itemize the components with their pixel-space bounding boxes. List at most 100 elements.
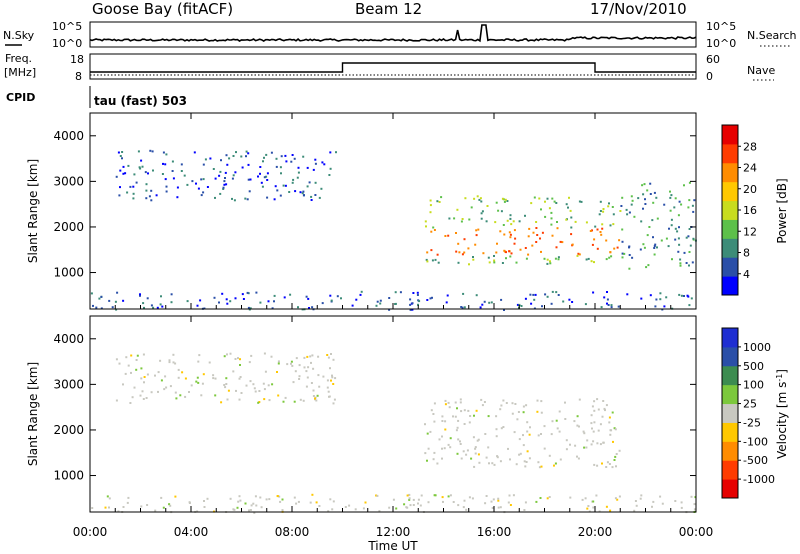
data-point <box>296 176 299 179</box>
data-point <box>503 200 506 203</box>
data-point <box>456 407 458 410</box>
data-point <box>456 426 459 429</box>
data-point <box>518 438 521 441</box>
data-point <box>515 261 518 264</box>
data-point <box>326 354 329 356</box>
colorbar-frame <box>721 327 739 499</box>
data-point <box>619 210 622 212</box>
data-point <box>188 501 191 504</box>
data-point <box>248 190 251 193</box>
data-point <box>639 497 642 500</box>
data-point <box>587 257 590 260</box>
data-point <box>197 187 200 190</box>
data-point <box>447 443 450 446</box>
colorbar-segment <box>722 403 738 423</box>
data-point <box>583 446 586 449</box>
data-point <box>268 498 271 501</box>
data-point <box>582 430 585 433</box>
data-point <box>463 306 466 309</box>
data-point <box>613 459 616 461</box>
data-point <box>406 494 409 497</box>
data-point <box>160 295 162 298</box>
nsearch-tick-top: 10^5 <box>706 20 736 33</box>
data-point <box>238 495 241 498</box>
y-tick-label: 3000 <box>53 174 84 188</box>
data-point <box>678 243 681 246</box>
data-point <box>245 150 248 153</box>
data-point <box>578 253 581 256</box>
data-point <box>463 238 466 241</box>
data-point <box>578 398 581 401</box>
nsearch-label: N.Search <box>747 29 797 42</box>
data-point <box>520 305 523 307</box>
data-point <box>310 199 313 201</box>
data-point <box>487 446 490 449</box>
data-point <box>246 291 249 294</box>
data-point <box>462 450 465 453</box>
data-point <box>457 438 460 441</box>
data-point <box>472 258 475 261</box>
data-point <box>691 204 694 207</box>
data-point <box>659 495 662 498</box>
data-point <box>197 360 200 363</box>
data-point <box>573 420 576 423</box>
data-point <box>447 401 450 404</box>
data-point <box>581 498 584 501</box>
colorbar-tick-label: -25 <box>743 416 761 429</box>
data-point <box>208 361 211 364</box>
data-point <box>612 440 614 443</box>
data-point <box>160 379 163 382</box>
data-point <box>464 197 467 200</box>
data-point <box>556 227 559 230</box>
data-point <box>172 177 175 180</box>
data-point <box>431 296 433 299</box>
data-point <box>660 239 663 242</box>
data-point <box>155 194 158 197</box>
data-point <box>143 381 145 384</box>
y-tick-label: 2000 <box>53 423 84 437</box>
data-point <box>497 209 500 212</box>
data-point <box>522 411 525 414</box>
data-point <box>197 381 200 384</box>
data-point <box>132 185 135 188</box>
data-point <box>457 242 460 245</box>
data-point <box>605 239 608 242</box>
data-point <box>652 201 655 204</box>
data-point <box>246 198 249 201</box>
data-point <box>670 224 673 227</box>
nave-tick-top: 60 <box>706 53 720 66</box>
data-point <box>331 374 333 377</box>
data-point <box>569 496 572 499</box>
data-point <box>305 295 308 298</box>
data-point <box>603 296 606 299</box>
data-point <box>472 436 475 439</box>
data-point <box>586 439 589 442</box>
data-point <box>457 419 460 422</box>
data-point <box>491 507 494 509</box>
data-point <box>514 237 517 240</box>
data-point <box>379 302 382 305</box>
data-point <box>496 456 499 459</box>
data-point <box>533 196 536 199</box>
colorbar-tick-label: 4 <box>743 268 750 281</box>
data-point <box>461 218 464 220</box>
data-point <box>355 298 358 301</box>
data-point <box>665 296 668 299</box>
data-point <box>223 384 226 386</box>
data-point <box>132 192 135 195</box>
data-point <box>226 163 229 166</box>
data-point <box>544 293 547 296</box>
data-point <box>432 458 435 461</box>
data-point <box>569 209 572 212</box>
data-point <box>308 181 311 184</box>
data-point <box>668 227 670 230</box>
data-point <box>455 250 458 253</box>
data-point <box>549 262 552 265</box>
colorbar-tick-label: -100 <box>743 435 768 448</box>
data-point <box>302 155 305 158</box>
data-point <box>250 504 253 507</box>
data-point <box>292 381 295 384</box>
data-point <box>229 300 232 303</box>
freq-panel-frame <box>89 53 697 80</box>
data-point <box>618 239 621 242</box>
